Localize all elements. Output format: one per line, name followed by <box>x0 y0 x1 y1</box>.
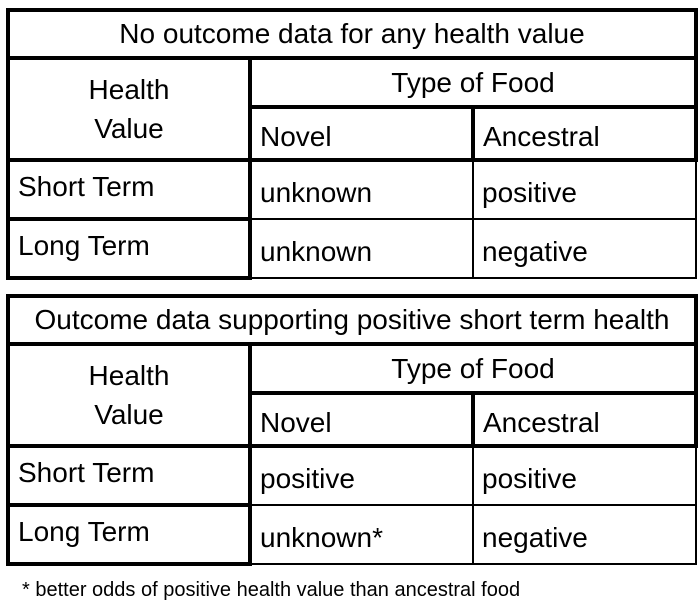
col-header-novel: Novel <box>248 105 475 162</box>
cell-long-term-ancestral: negative <box>472 218 697 279</box>
cell-short-term-ancestral: positive <box>472 159 697 220</box>
row-label-long-term: Long Term <box>6 503 252 566</box>
col-header-ancestral: Ancestral <box>471 105 698 162</box>
table-no-outcome-data: No outcome data for any health value Hea… <box>6 8 698 280</box>
title-row: Outcome data supporting positive short t… <box>5 294 699 346</box>
header-row-columns: Novel Ancestral <box>8 105 698 162</box>
footnote: * better odds of positive health value t… <box>22 579 521 601</box>
table-row: Short Term unknown positive <box>6 158 697 221</box>
table-title: Outcome data supporting positive short t… <box>5 294 699 346</box>
header-row-columns: Novel Ancestral <box>8 391 699 448</box>
table-outcome-data-positive: Outcome data supporting positive short t… <box>5 294 699 566</box>
cell-short-term-ancestral: positive <box>471 445 698 506</box>
row-axis-header: Health Value <box>6 342 252 448</box>
cell-short-term-novel: positive <box>249 445 474 506</box>
table-title: No outcome data for any health value <box>6 8 698 60</box>
row-label-short-term: Short Term <box>6 444 252 507</box>
title-row: No outcome data for any health value <box>6 8 698 60</box>
col-header-ancestral: Ancestral <box>470 391 699 448</box>
col-group-header: Type of Food <box>247 342 699 395</box>
cell-long-term-novel: unknown* <box>249 504 474 565</box>
cell-long-term-novel: unknown <box>249 218 474 279</box>
table-row: Long Term unknown* negative <box>6 503 698 566</box>
col-group-header: Type of Food <box>248 56 698 109</box>
cell-long-term-ancestral: negative <box>471 504 698 565</box>
row-axis-header: Health Value <box>6 56 252 162</box>
header-row-group: Health Value Type of Food <box>6 342 699 448</box>
table-row: Short Term positive positive <box>6 444 698 507</box>
col-header-novel: Novel <box>248 391 475 448</box>
header-row-group: Health Value Type of Food <box>6 56 698 162</box>
row-label-short-term: Short Term <box>6 158 252 221</box>
cell-short-term-novel: unknown <box>249 159 474 220</box>
row-label-long-term: Long Term <box>6 217 252 280</box>
table-row: Long Term unknown negative <box>6 217 697 280</box>
